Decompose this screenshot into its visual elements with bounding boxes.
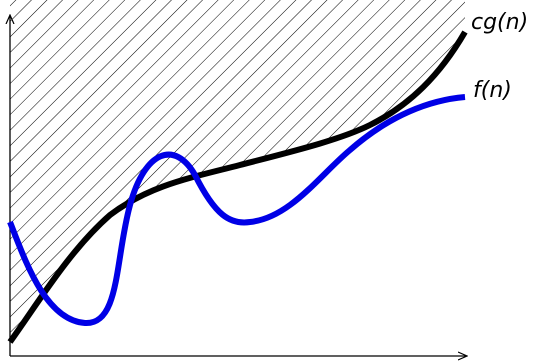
hatched-region: [10, 0, 465, 342]
cg-curve: [7, 30, 468, 344]
curve-label: f(n): [473, 78, 512, 103]
curve-label: cg(n): [471, 10, 528, 35]
f-curve: [7, 94, 466, 327]
